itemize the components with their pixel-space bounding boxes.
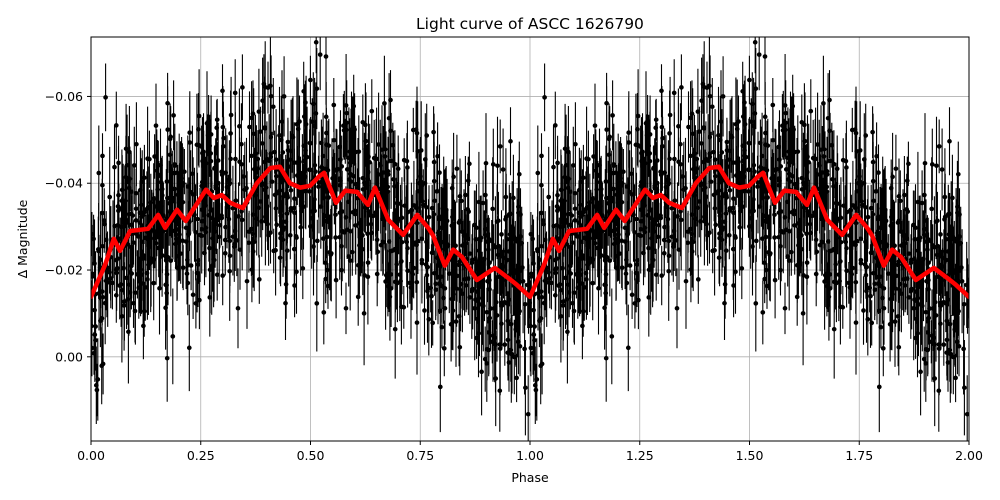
y-tick-label: −0.06: [45, 89, 83, 104]
y-tick-label: −0.02: [45, 263, 83, 278]
x-tick-label: 1.00: [516, 448, 544, 463]
y-tick-label: −0.04: [45, 176, 83, 191]
observation-points: [91, 37, 969, 441]
smoothed-curve-line: [91, 164, 969, 300]
x-tick-label: 1.25: [626, 448, 654, 463]
y-tick-label: 0.00: [55, 349, 83, 364]
x-tick-label: 0.00: [77, 448, 105, 463]
chart-title: Light curve of ASCC 1626790: [416, 15, 644, 33]
x-tick-label: 2.00: [955, 448, 983, 463]
x-tick-label: 0.75: [406, 448, 434, 463]
x-axis-ticks: 0.00 0.25 0.50 0.75 1.00 1.25 1.50 1.75 2.00: [77, 441, 983, 463]
x-axis-label: Phase: [511, 470, 549, 485]
x-tick-label: 0.25: [187, 448, 215, 463]
x-tick-label: 1.50: [736, 448, 764, 463]
x-tick-label: 1.75: [845, 448, 873, 463]
x-tick-label: 0.50: [297, 448, 325, 463]
y-axis-ticks: −0.06 −0.04 −0.02 0.00: [45, 89, 91, 364]
y-axis-label: Δ Magnitude: [15, 199, 30, 278]
